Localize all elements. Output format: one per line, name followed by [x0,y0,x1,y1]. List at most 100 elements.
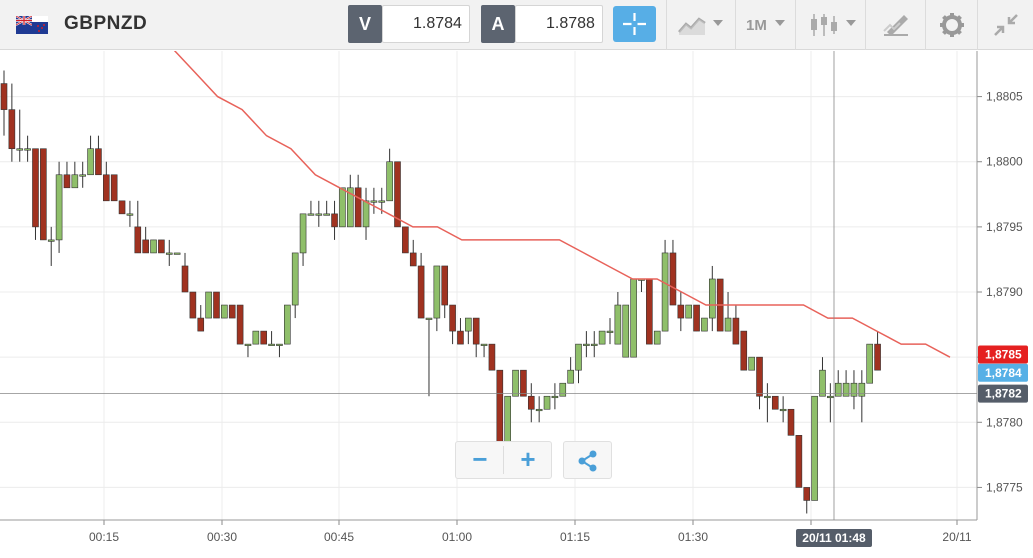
candle-up [480,343,488,346]
candle-down [213,291,220,319]
candle-down [488,343,496,371]
candle-up [386,161,393,202]
candle-down [441,265,449,306]
candle-down [787,408,795,436]
candle-up [622,304,630,358]
candle-up [465,317,472,332]
buy-price-box[interactable] [515,5,603,43]
candle-down [740,330,748,371]
candle-up [590,343,598,346]
x-tick-label: 20/11 [942,530,971,544]
candle-down [402,226,409,254]
candle-up [543,395,551,410]
candle-up [701,317,708,332]
y-tick-label: 1,8800 [986,155,1023,169]
candle-down [228,304,236,319]
drawing-tools-icon [883,15,908,36]
candle-down [756,356,763,397]
candle-down [472,317,480,345]
x-tick-label: 00:45 [324,530,354,544]
candle-down [142,239,149,254]
candle-style-button[interactable] [795,0,865,50]
share-icon [578,450,597,472]
buy-tag[interactable]: A [481,5,515,43]
candle-up [126,213,134,216]
candle-up [425,317,433,320]
candle-up [284,304,291,345]
candle-up [653,330,661,345]
candle-up [221,304,228,319]
candle-up [827,395,834,399]
candle-down [732,317,740,345]
candle-down [449,304,456,332]
crosshair-time-badge [796,529,872,547]
candle-down [771,395,779,410]
sell-tag[interactable]: V [348,5,382,43]
candle-up [339,187,346,228]
candle-up [811,395,818,501]
candle-up [583,343,590,346]
y-tick-label: 1,8790 [986,285,1023,299]
candle-up [24,148,31,151]
y-tick-label: 1,8795 [986,220,1023,234]
crosshair-time-label: 20/11 01:48 [802,531,866,545]
candle-up [87,148,94,176]
gear-icon [940,13,964,37]
candle-up [606,330,614,333]
candlestick-icon [811,14,837,36]
candle-up [834,382,842,397]
buy-price: 1.8788 [546,15,595,32]
zoom-controls: − + [455,441,552,479]
candle-down [354,187,362,228]
y-tick-label: 1,8805 [986,90,1023,104]
candle-up [575,343,582,371]
settings-button[interactable] [925,0,977,50]
candle-down [874,343,881,371]
candle-up [567,369,574,384]
candle-down [40,148,47,241]
candle-down [803,487,811,501]
drawing-tools-button[interactable] [865,0,925,50]
candle-up [614,304,622,345]
candle-up [598,330,606,345]
candle-up [850,382,858,397]
candle-up [79,174,86,177]
collapse-icon [994,14,1018,36]
candle-up [748,356,755,371]
candle-up [764,395,771,399]
timeframe-button[interactable]: 1M [735,0,795,50]
timeframe-label: 1M [746,17,767,34]
share-button[interactable] [563,441,612,479]
candle-up [551,395,559,399]
bid-price-badge-text: 1,8784 [985,366,1022,380]
candle-down [0,83,8,110]
candle-up [165,252,173,255]
candle-down [394,161,401,228]
candle-up [779,408,787,412]
candle-up [724,317,732,332]
x-tick-label: 01:30 [678,530,708,544]
crosshair-button[interactable] [613,6,656,42]
candle-down [181,265,189,293]
candle-up [16,148,24,151]
x-tick-label: 01:00 [442,530,472,544]
chart-type-button[interactable] [666,0,735,50]
y-tick-label: 1,8775 [986,480,1023,494]
candle-up [535,408,543,412]
candle-up [378,200,386,203]
candle-up [661,252,669,332]
collapse-button[interactable] [977,0,1033,50]
candle-up [268,343,275,346]
zoom-out-button[interactable]: − [472,444,488,474]
ask-price-badge-text: 1,8785 [985,348,1022,362]
sell-price-box[interactable] [382,5,470,43]
zoom-in-button[interactable]: + [520,444,536,474]
crosshair-price-badge-text: 1,8782 [985,387,1022,401]
candle-up [205,291,212,319]
candle-down [795,435,803,488]
candle-up [346,187,354,228]
candle-up [866,343,874,384]
candle-down [118,200,126,215]
